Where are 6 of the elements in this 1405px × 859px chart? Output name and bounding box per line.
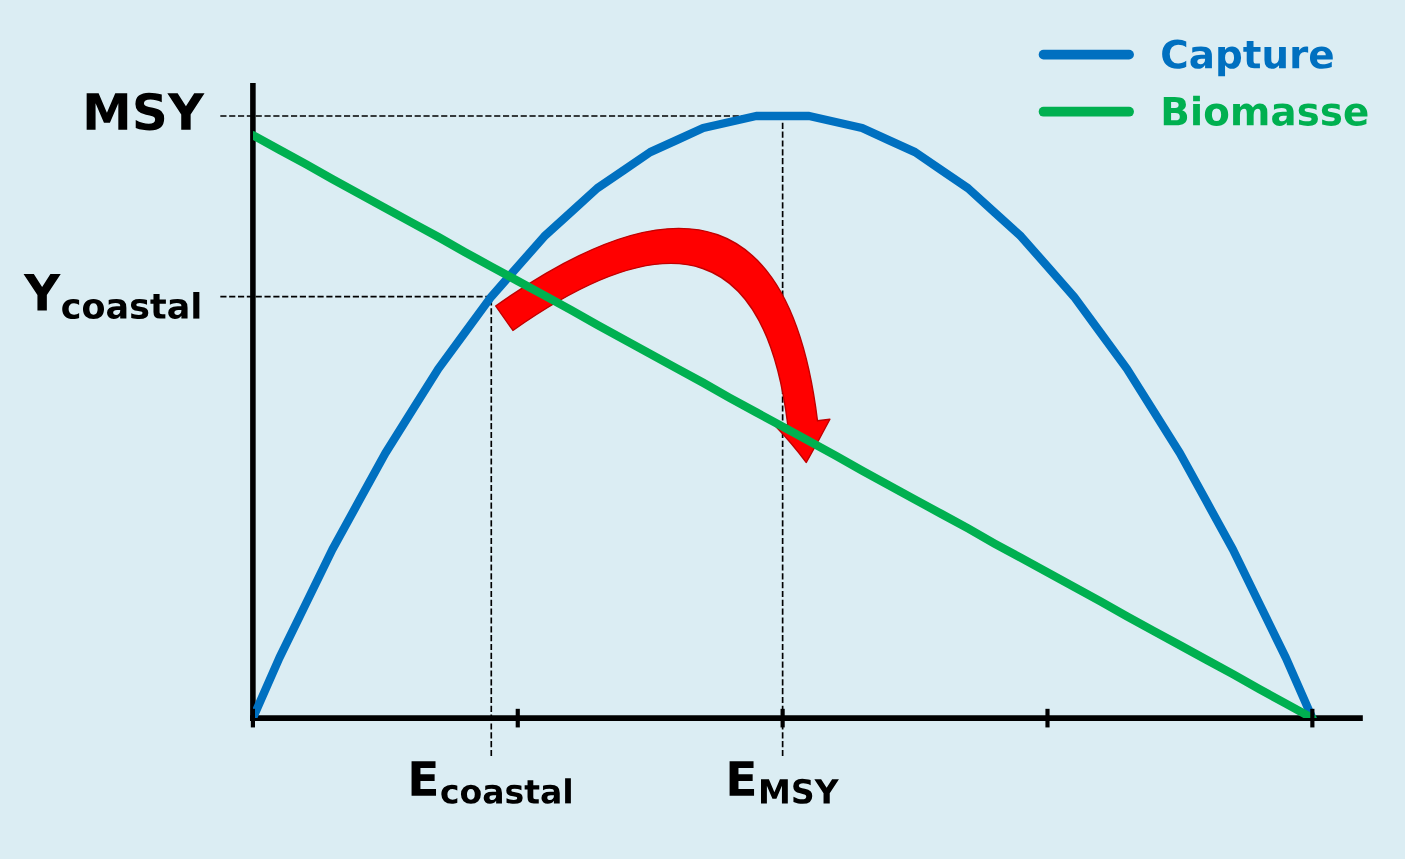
legend-label: Capture (1162, 39, 1333, 77)
x-tick-label: E$_{coastal}$ (411, 761, 571, 804)
ref-line-label: MSY (86, 92, 205, 131)
legend-label: Biomasse (1163, 95, 1368, 126)
x-tick-label: E$_{MSY}$ (729, 761, 839, 804)
ref-line-label: Y$_{coastal}$ (23, 273, 200, 320)
